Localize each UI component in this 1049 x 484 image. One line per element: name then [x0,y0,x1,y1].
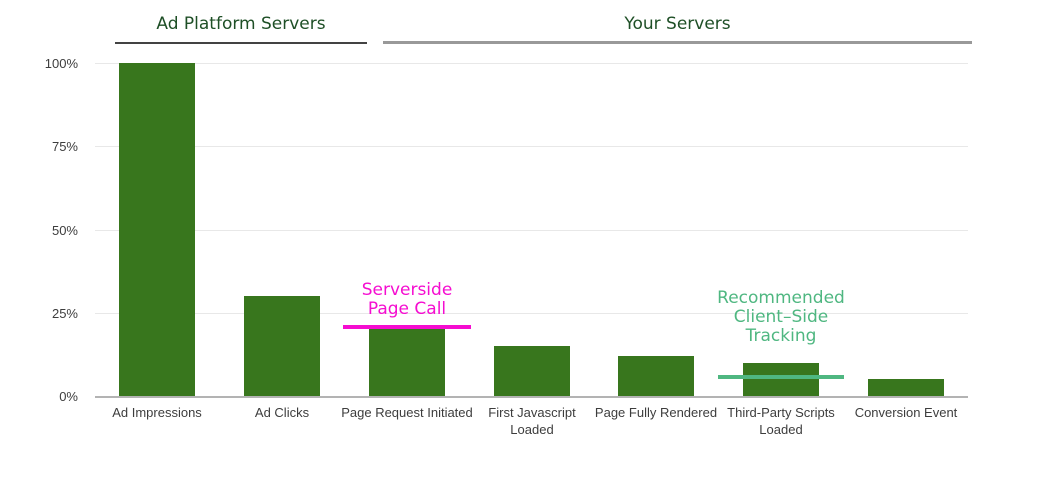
y-axis-tick-label: 75% [51,139,78,154]
x-axis-label: Ad Impressions [112,405,202,420]
gridline-75 [95,146,968,147]
group-header-label-your-servers: Your Servers [624,14,731,34]
annotation-marker-line [343,325,471,329]
annotation-marker-line [718,375,844,379]
x-axis-label: Conversion Event [854,405,958,420]
x-axis-label: First Javascript Loaded [488,405,576,437]
bar-page-request-initiated [369,329,445,396]
x-axis-label: Page Fully Rendered [594,405,718,420]
group-header-underline [383,41,972,44]
bar-ad-impressions [119,63,195,396]
group-header-label-ad-platform-servers: Ad Platform Servers [156,14,326,34]
y-axis-tick-label: 50% [51,223,78,238]
bar-third-party-scripts-loaded [743,363,819,396]
y-axis-tick-label: 25% [51,306,78,321]
group-header-underline [115,42,367,44]
x-axis-label: Ad Clicks [254,405,310,420]
gridline-50 [95,230,968,231]
annotation-recommended: Recommended Client–Side Tracking [717,288,845,346]
x-axis-label: Page Request Initiated [341,405,473,420]
gridline-25 [95,313,968,314]
bar-conversion-event [868,379,944,396]
y-axis-tick-label: 0% [59,389,78,404]
bar-ad-clicks [244,296,320,396]
bar-page-fully-rendered [618,356,694,396]
bar-first-javascript-loaded [494,346,570,396]
annotation-serverside: Serverside Page Call [361,280,453,319]
x-axis-label: Third-Party Scripts Loaded [727,405,835,437]
gridline-100 [95,63,968,64]
y-axis-tick-label: 100% [44,56,78,71]
x-axis-baseline [95,396,968,398]
